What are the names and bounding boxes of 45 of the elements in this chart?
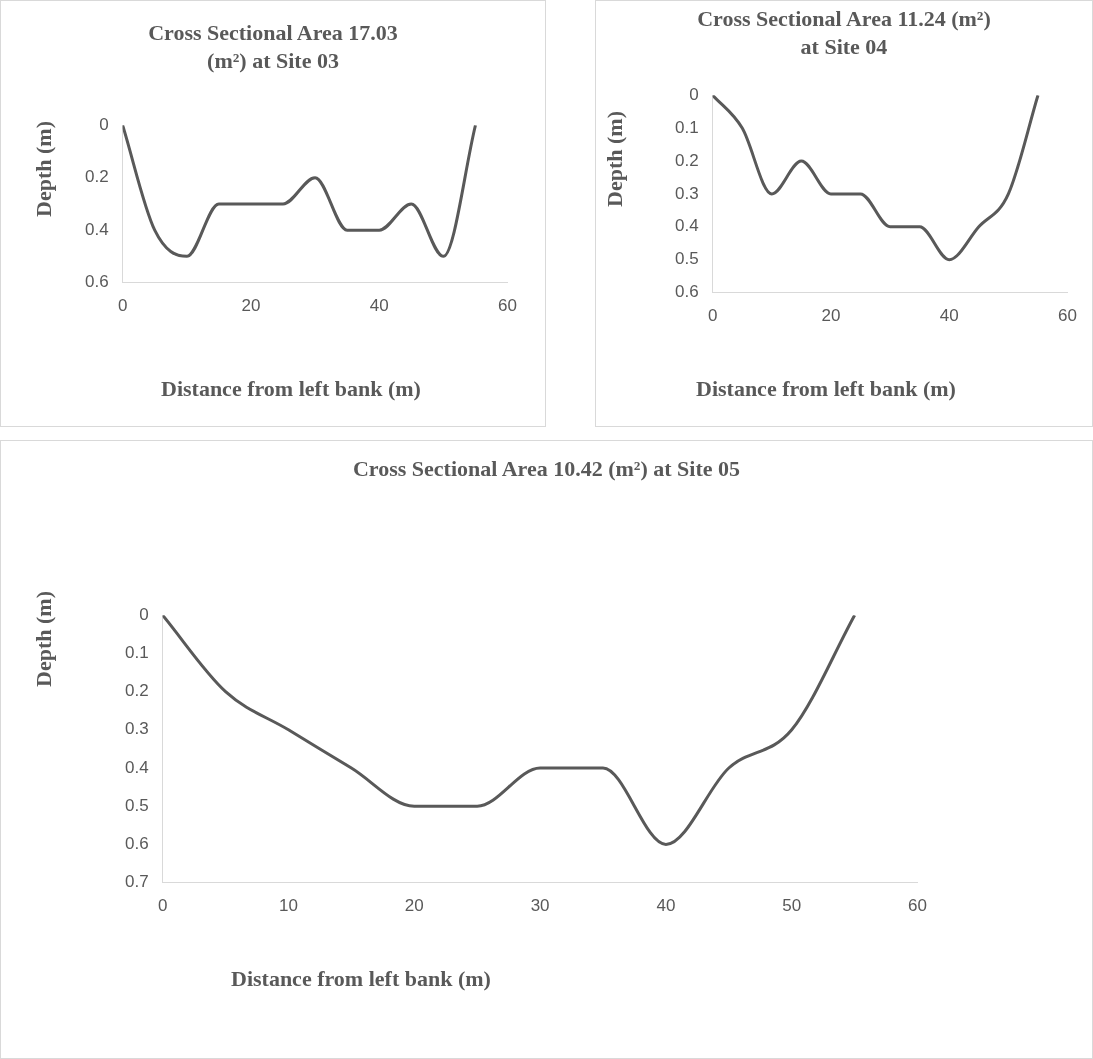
y-tick-label: 0.3 [124,719,149,739]
x-tick-label: 0 [157,896,168,916]
y-tick-label: 0.5 [674,249,699,269]
x-axis-title: Distance from left bank (m) [161,376,421,402]
x-tick-label: 40 [656,896,676,916]
x-axis-title: Distance from left bank (m) [696,376,956,402]
chart-title: Cross Sectional Area 11.24 (m²) at Site 04 [696,5,992,61]
line-series [122,125,477,258]
y-tick-label: 0 [689,84,699,104]
y-tick-label: 0.2 [124,681,149,701]
x-tick-label: 40 [939,306,959,326]
line-series [162,615,857,846]
y-tick-label: 0.5 [124,795,149,815]
y-tick-label: 0.4 [124,757,149,777]
y-tick-label: 0 [139,604,149,624]
chart-title: Cross Sectional Area 10.42 (m²) at Site 05 [351,455,742,483]
x-tick-label: 60 [908,896,928,916]
x-tick-label: 20 [821,306,841,326]
y-axis-title: Depth (m) [31,121,57,217]
x-tick-label: 20 [241,296,261,316]
y-tick-label: 0.7 [124,872,149,892]
x-tick-label: 10 [278,896,298,916]
y-tick-label: 0 [99,114,109,134]
y-tick-label: 0.4 [84,219,109,239]
y-tick-label: 0.2 [84,167,109,187]
y-tick-label: 0.1 [674,117,699,137]
line-series [712,95,1040,262]
y-axis-title: Depth (m) [31,591,57,687]
x-tick-label: 0 [707,306,718,326]
y-tick-label: 0.6 [124,834,149,854]
y-tick-label: 0.6 [674,282,699,302]
y-tick-label: 0.3 [674,183,699,203]
y-tick-label: 0.4 [674,216,699,236]
x-axis-title: Distance from left bank (m) [231,966,491,992]
x-tick-label: 20 [404,896,424,916]
chart-title: Cross Sectional Area 17.03 (m²) at Site 03 [147,19,399,75]
y-axis-title: Depth (m) [602,111,628,207]
x-tick-label: 50 [782,896,802,916]
x-tick-label: 30 [530,896,550,916]
x-tick-label: 60 [1058,306,1078,326]
x-tick-label: 60 [498,296,518,316]
x-tick-label: 40 [369,296,389,316]
y-tick-label: 0.1 [124,643,149,663]
y-tick-label: 0.2 [674,150,699,170]
y-tick-label: 0.6 [84,272,109,292]
